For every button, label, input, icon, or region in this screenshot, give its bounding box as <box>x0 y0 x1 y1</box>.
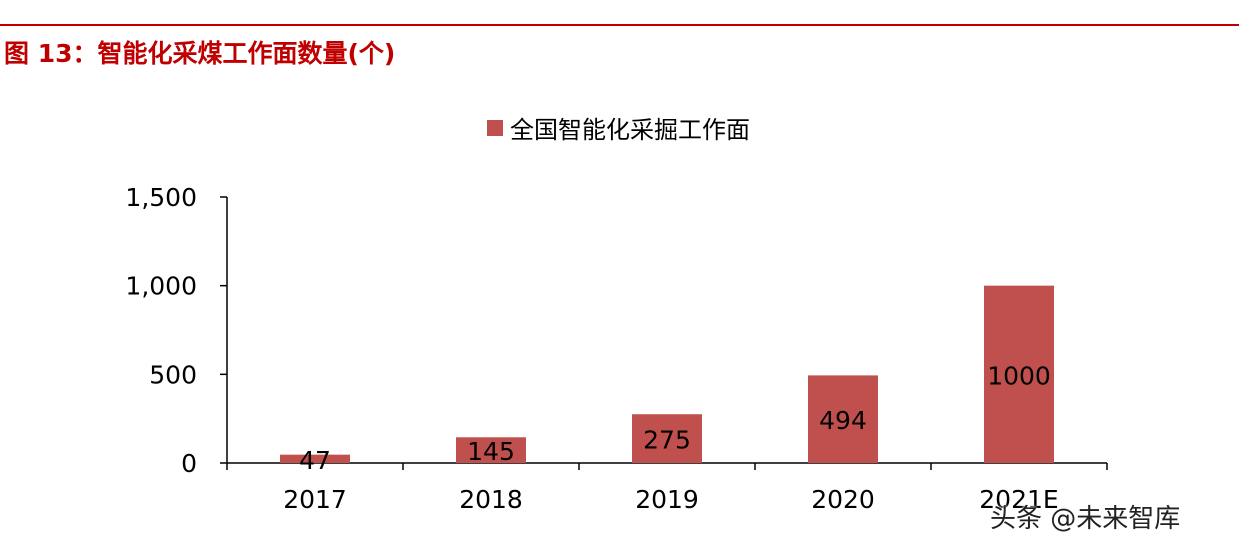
top-rule <box>0 24 1239 26</box>
bar <box>632 414 702 463</box>
x-axis: 2017 2018 2019 2020 2021E <box>226 462 1108 514</box>
x-tick-label: 2018 <box>459 485 523 514</box>
y-tick-label: 0 <box>181 449 197 478</box>
x-tick-label: 2020 <box>811 485 875 514</box>
y-tick-label: 1,500 <box>125 183 197 212</box>
legend-label: 全国智能化采掘工作面 <box>510 116 750 144</box>
watermark: 头条 @未来智库 <box>990 504 1181 534</box>
bar <box>456 437 526 463</box>
data-label: 1000 <box>987 361 1051 390</box>
y-axis: 0 500 1,000 1,500 <box>125 183 228 478</box>
x-tick-label: 2017 <box>283 485 347 514</box>
data-label: 47 <box>299 446 331 475</box>
bar <box>808 375 878 463</box>
data-label: 494 <box>819 406 867 435</box>
bar <box>280 454 350 463</box>
data-label: 145 <box>467 437 515 466</box>
figure-title: 图 13：智能化采煤工作面数量(个) <box>4 39 396 68</box>
y-tick-label: 1,000 <box>125 272 197 301</box>
legend-swatch <box>487 120 503 136</box>
x-tick-label: 2019 <box>635 485 699 514</box>
legend: 全国智能化采掘工作面 <box>487 116 750 144</box>
bars <box>280 285 1054 463</box>
data-labels: 47 145 275 494 1000 <box>299 361 1051 474</box>
data-label: 275 <box>643 426 691 455</box>
y-tick-label: 500 <box>149 360 197 389</box>
x-tick-label: 2021E <box>979 485 1058 514</box>
bar <box>984 285 1054 463</box>
